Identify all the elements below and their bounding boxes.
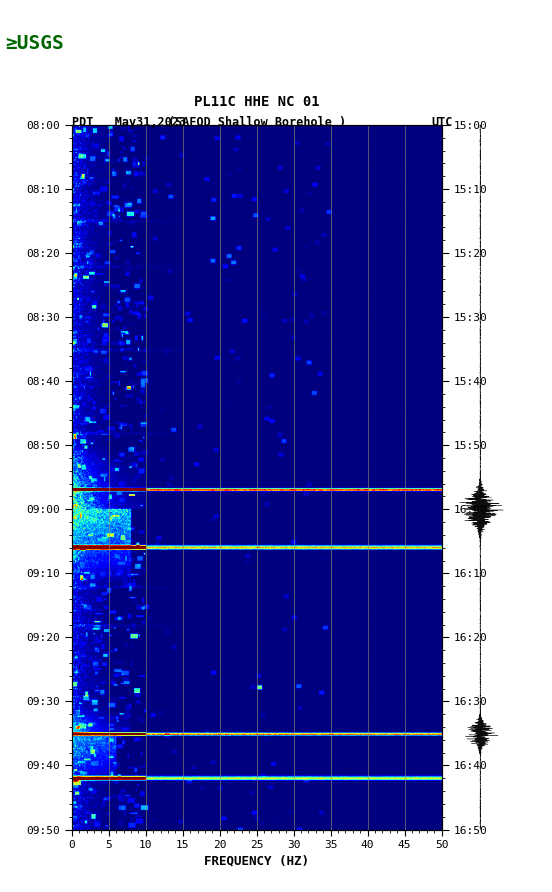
Text: PL11C HHE NC 01: PL11C HHE NC 01 bbox=[194, 95, 320, 109]
Text: ≥USGS: ≥USGS bbox=[6, 34, 64, 53]
X-axis label: FREQUENCY (HZ): FREQUENCY (HZ) bbox=[204, 855, 309, 867]
Text: UTC: UTC bbox=[431, 116, 452, 129]
Text: (SAFOD Shallow Borehole ): (SAFOD Shallow Borehole ) bbox=[168, 116, 346, 129]
Text: PDT   May31,2023: PDT May31,2023 bbox=[72, 116, 186, 129]
